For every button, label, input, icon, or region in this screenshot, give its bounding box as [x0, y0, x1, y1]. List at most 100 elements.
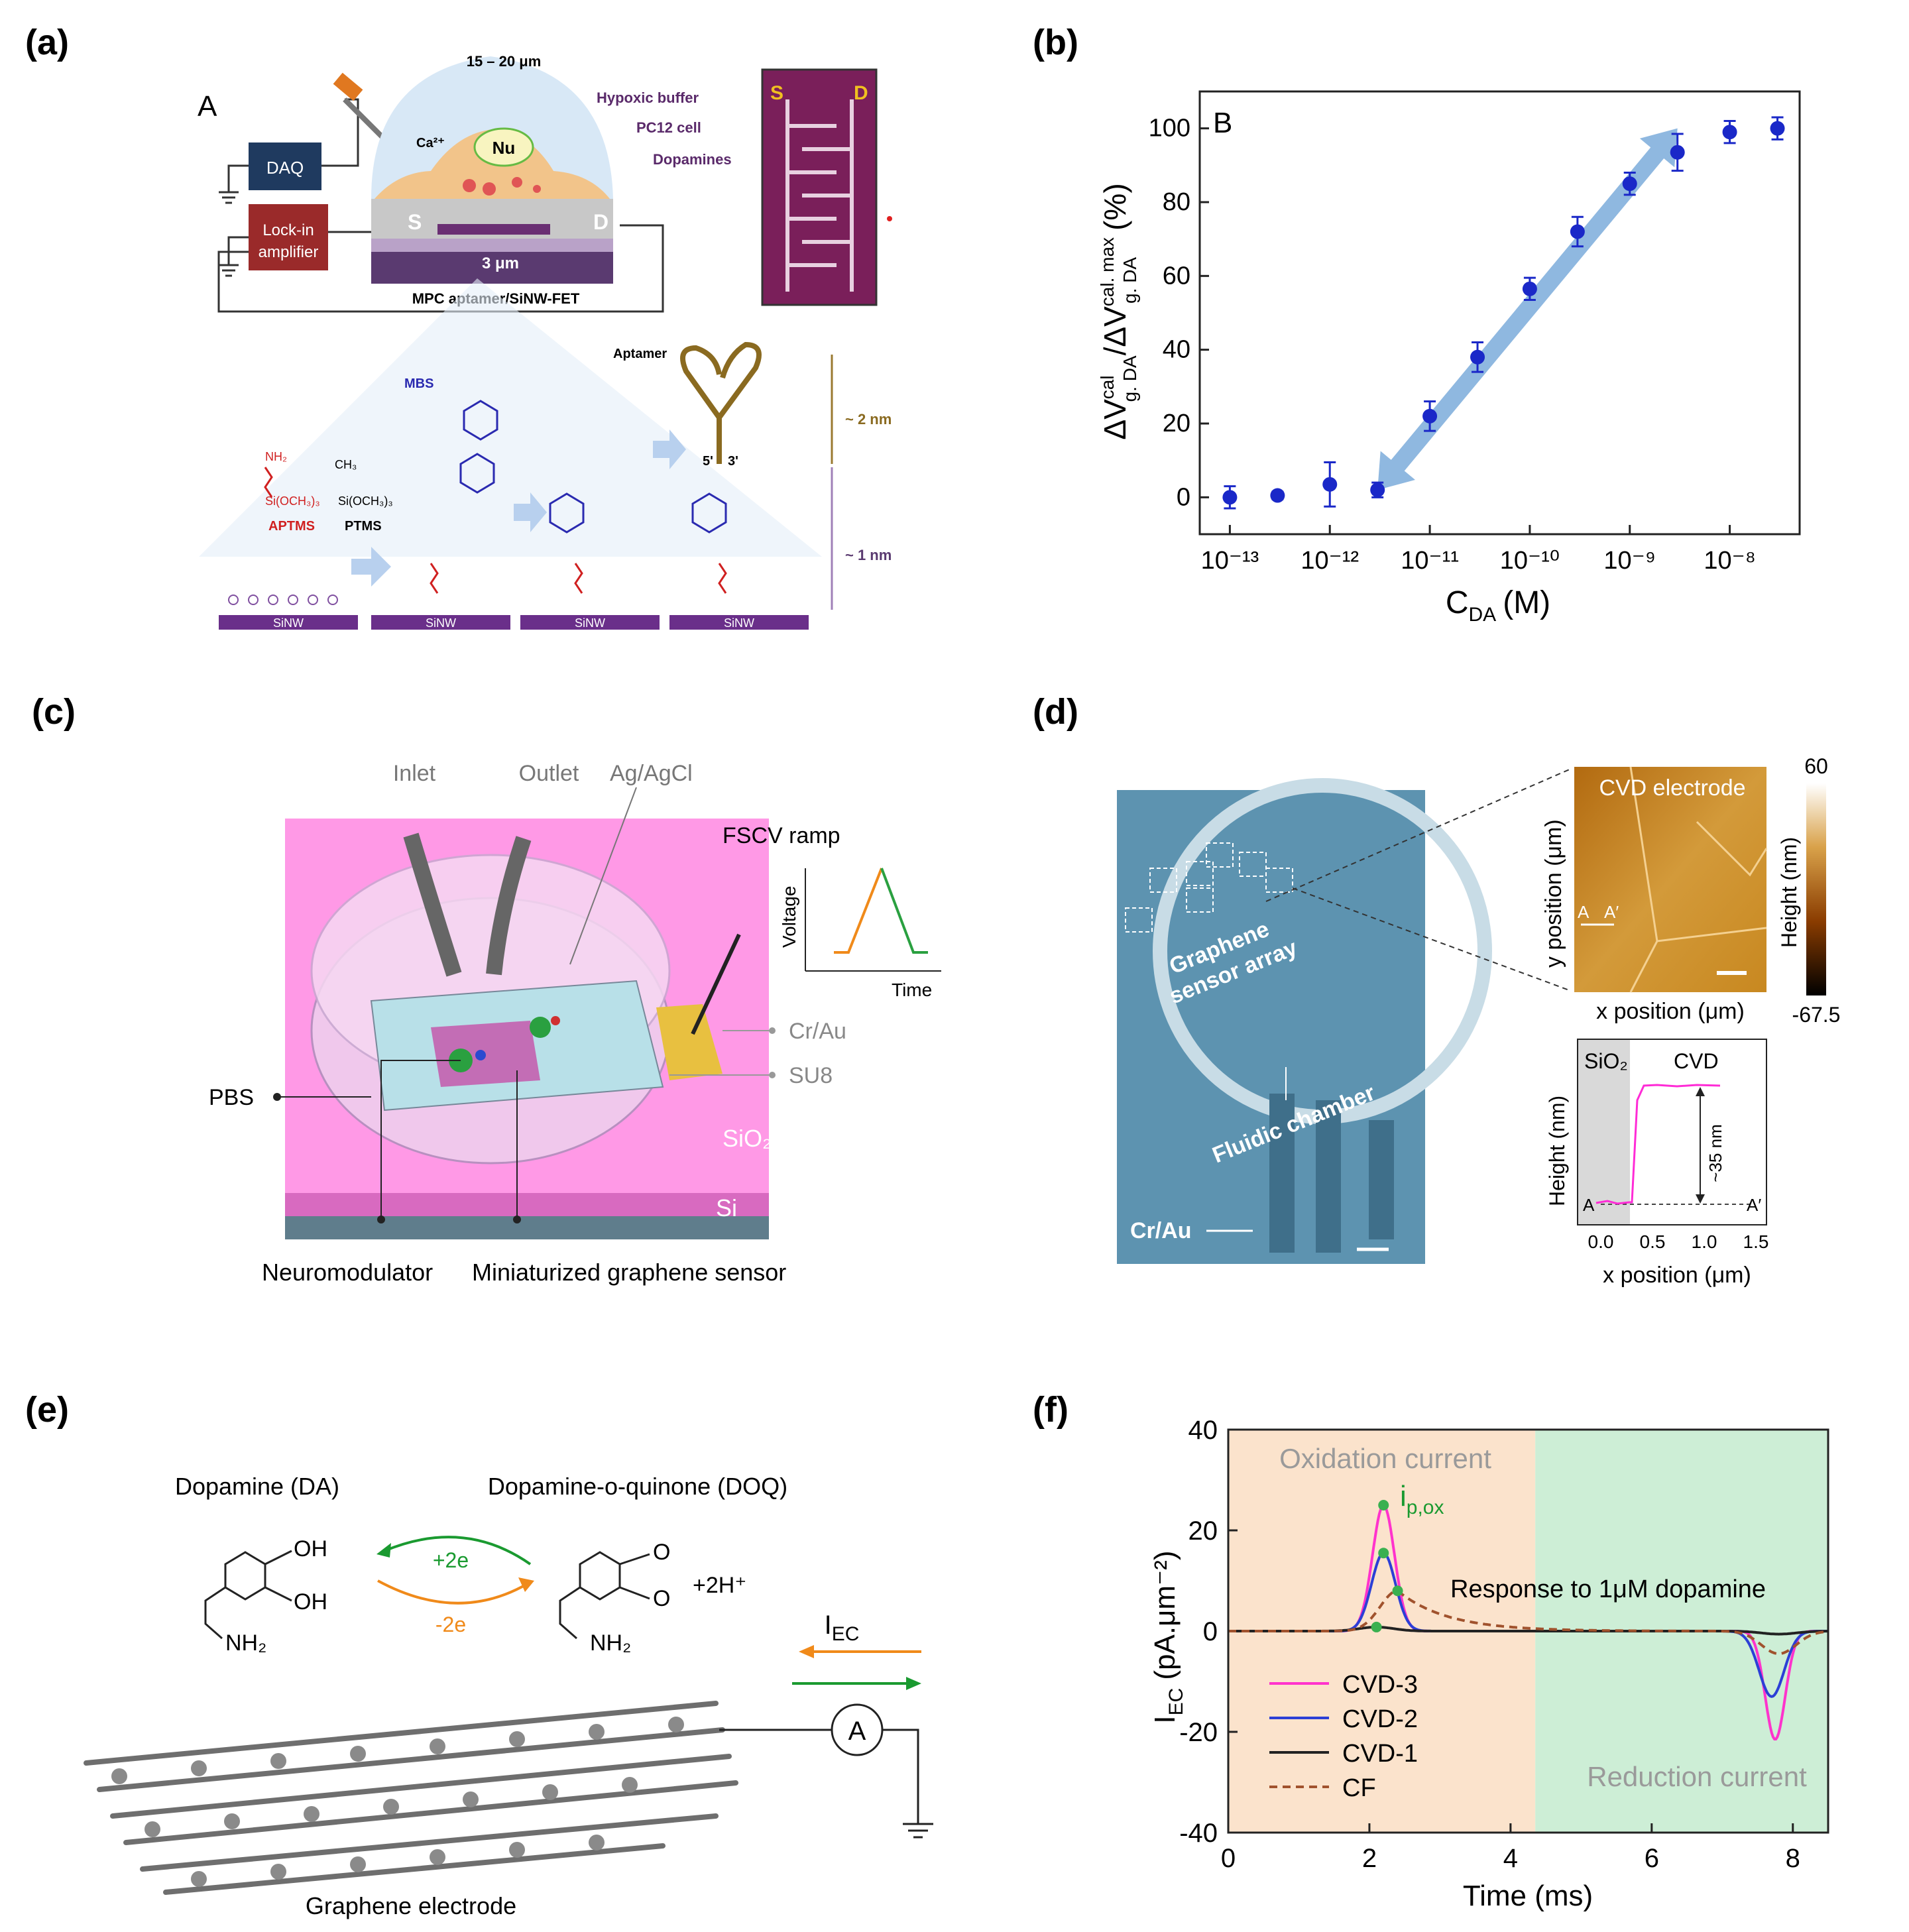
afm-boundaries	[1629, 766, 1768, 993]
xlabel-b-unit: (M)	[1503, 585, 1550, 620]
panel-b: (b) B ΔVcal g. DA/ΔVcal. max g. DA(%) CDA(…	[954, 0, 1909, 663]
sio2-front	[285, 1193, 769, 1216]
minus2e-label: -2e	[435, 1613, 466, 1636]
data-point	[1770, 121, 1785, 136]
ylabel-f-unit: (pA.μm⁻²)	[1149, 1550, 1181, 1679]
su8-label: SU8	[789, 1063, 833, 1088]
sem-comb	[785, 99, 854, 292]
xlabel-b-sub: DA	[1469, 604, 1497, 626]
profile-aprime: A′	[1747, 1195, 1761, 1215]
pc12-label: PC12 cell	[636, 119, 701, 136]
substrate-mid	[371, 239, 613, 252]
time-label: Time	[892, 980, 932, 1000]
ylabel-b-sub: g. DA	[1120, 355, 1140, 402]
data-point	[1670, 144, 1685, 160]
chart-b-title: B	[1213, 107, 1232, 139]
voltage-label: Voltage	[779, 886, 799, 948]
data-point	[1522, 281, 1537, 296]
response-label: Response to 1μM dopamine	[1450, 1575, 1766, 1603]
afm-image	[1574, 767, 1766, 992]
y-tick-label-f: 0	[1203, 1617, 1218, 1646]
protons: +2H⁺	[693, 1573, 746, 1598]
da-structure	[204, 1550, 292, 1640]
molecule-green-2	[530, 1017, 551, 1038]
step-label: ~35 nm	[1706, 1124, 1725, 1182]
three-prime: 3'	[728, 454, 738, 469]
nucleus-label: Nu	[492, 138, 516, 158]
green-arrow	[384, 1536, 532, 1565]
ylabel-b-pct: (%)	[1098, 183, 1132, 231]
dopamines-label: Dopamines	[653, 151, 732, 168]
plot-frame-f	[1227, 1428, 1829, 1834]
sinw-2: SiNW	[426, 616, 456, 630]
profile-ylabel: Height (nm)	[1545, 1096, 1569, 1206]
plus2e-label: +2e	[433, 1548, 469, 1572]
panel-a: (a) A DAQ Lock-in amplifier Nu Ca²⁺ S D …	[0, 0, 954, 663]
pbs-label: PBS	[209, 1085, 254, 1110]
si-och3-red: Si(OCH₃)₃	[265, 494, 320, 508]
y-tick-label-b: 40	[1163, 336, 1190, 364]
ammeter-label: A	[848, 1717, 866, 1746]
agagcl-label: Ag/AgCl	[610, 761, 693, 786]
zoom-line-2	[1292, 887, 1572, 992]
legend-label: CVD-1	[1342, 1740, 1418, 1768]
afm-ylabel: y position (μm)	[1541, 819, 1566, 968]
aptamer-structure	[680, 341, 762, 464]
oxidation-label: Oxidation current	[1279, 1443, 1491, 1474]
step-arrowhead-bottom	[1696, 1194, 1705, 1204]
iec-orange-head	[799, 1645, 814, 1658]
orange-arrowhead	[518, 1577, 534, 1592]
y-axis-label-b: ΔVcal g. DA/ΔVcal. max g. DA(%)	[1097, 183, 1140, 439]
fscv-label: FSCV ramp	[723, 823, 840, 848]
cr-au-pad	[656, 1004, 723, 1080]
sensor-squares	[1125, 842, 1293, 933]
colorbar	[1806, 783, 1826, 995]
data-point	[1322, 477, 1338, 492]
ptms-label: PTMS	[345, 519, 382, 534]
y-tick-label-f: 40	[1188, 1416, 1218, 1445]
panel-f: (f) -40 -20 0 20 40 0 2 4 6 8 CVD-3 CVD-2 CVD-1 CF Ox…	[954, 1352, 1909, 1932]
graphene-nodes	[111, 1717, 684, 1887]
x-tick-label-b: 10⁻¹⁰	[1500, 547, 1560, 575]
panel-e: (e) Dopamine (DA) Dopamine-o-quinone (DO…	[0, 1352, 954, 1932]
doq-o-2: O	[653, 1586, 670, 1611]
nucleus	[473, 127, 534, 167]
doq-nh2: NH₂	[590, 1630, 631, 1656]
electrode-label: Graphene electrode	[306, 1892, 516, 1919]
x-tick-label-f: 4	[1503, 1844, 1518, 1873]
agagcl-leader	[569, 787, 637, 965]
sinw-3: SiNW	[575, 616, 605, 630]
mbs-rings	[459, 400, 727, 534]
y-tick-label-b: 20	[1163, 410, 1190, 437]
subpanel-a-letter: A	[198, 90, 217, 123]
x-axis-label-f: Time (ms)	[1463, 1880, 1593, 1912]
fscv-down	[880, 868, 928, 954]
profile-tick-1: 0.5	[1640, 1231, 1666, 1252]
peak-marker	[1378, 1500, 1389, 1510]
buffer-dome	[371, 56, 613, 199]
ylabel-b-sub2: g. DA	[1120, 257, 1140, 304]
molecule-red	[551, 1016, 560, 1025]
sem-crau-label: Cr/Au	[1130, 1218, 1192, 1243]
crau-dot	[769, 1027, 776, 1034]
iec-main: I	[825, 1611, 832, 1640]
legend-label: CVD-2	[1342, 1705, 1418, 1733]
profile-sio2-label: SiO₂	[1584, 1049, 1628, 1073]
x-tick-label-f: 6	[1645, 1844, 1659, 1873]
x-tick-label-b: 10⁻⁸	[1704, 547, 1755, 575]
sio2-label: SiO₂	[723, 1125, 772, 1152]
panel-d-label: (d)	[1033, 692, 1078, 732]
ground-symbols	[219, 191, 239, 277]
hydroxyls	[228, 595, 338, 605]
linear-range-arrowhead-top	[1639, 128, 1678, 168]
probe-needle	[691, 933, 741, 1035]
ipox-label: ip,ox	[1400, 1480, 1444, 1518]
mini-dot	[513, 1216, 521, 1223]
mini-label: Miniaturized graphene sensor	[472, 1259, 786, 1286]
x-tick-label-b: 10⁻¹¹	[1401, 547, 1459, 575]
sem-d-label: D	[854, 82, 868, 104]
width-label: 15 – 20 μm	[467, 53, 542, 70]
silane-chains	[264, 467, 727, 594]
data-point	[1422, 408, 1438, 424]
lockin-box	[249, 204, 328, 270]
